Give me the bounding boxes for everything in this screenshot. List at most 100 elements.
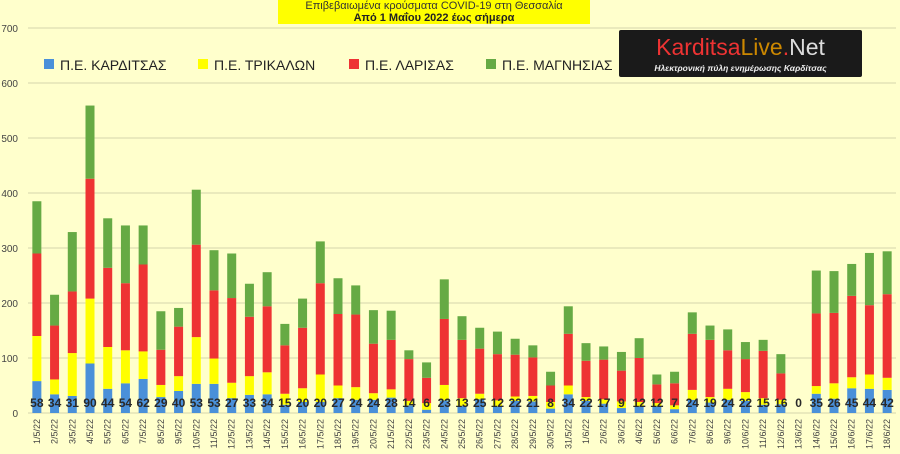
bar-trikala bbox=[67, 353, 77, 396]
x-tick-label: 9/6/22 bbox=[723, 419, 733, 444]
bar-magnisia bbox=[227, 253, 237, 299]
logo-wordmark: KarditsaLive.Net bbox=[619, 33, 862, 61]
bar-karditsa bbox=[422, 409, 432, 413]
bar-magnisia bbox=[103, 218, 113, 268]
bar-trikala bbox=[368, 393, 378, 400]
bar-larisa bbox=[191, 244, 201, 338]
legend-label-larisa: Π.Ε. ΛΑΡΙΣΑΣ bbox=[365, 57, 454, 73]
bar-karditsa bbox=[847, 388, 857, 413]
data-labels: 58 34 31 90 44 54 62 29 40 53 53 27 33 34 15 20 20 27 24 24… bbox=[30, 396, 894, 410]
bar-magnisia bbox=[634, 338, 644, 358]
bar-karditsa bbox=[528, 401, 538, 413]
bar-trikala bbox=[85, 298, 95, 364]
x-tick-label: 8/6/22 bbox=[705, 419, 715, 444]
x-tick-label: 22/5/22 bbox=[404, 419, 414, 449]
data-label-karditsa: 17 bbox=[597, 396, 611, 410]
bar-larisa bbox=[262, 306, 272, 373]
legend-label-karditsa: Π.Ε. ΚΑΡΔΙΤΣΑΣ bbox=[60, 57, 167, 73]
bar-magnisia bbox=[652, 374, 662, 385]
bar-magnisia bbox=[386, 310, 396, 340]
bar-karditsa bbox=[492, 406, 502, 413]
bar-trikala bbox=[315, 374, 325, 402]
x-tick-label: 25/5/22 bbox=[457, 419, 467, 449]
bar-karditsa bbox=[776, 404, 786, 413]
x-tick-label: 13/6/22 bbox=[794, 419, 804, 449]
data-label-karditsa: 45 bbox=[845, 396, 859, 410]
bar-trikala bbox=[740, 392, 750, 401]
x-tick-label: 1/5/22 bbox=[32, 419, 42, 444]
bar-magnisia bbox=[457, 316, 467, 340]
bar-magnisia bbox=[333, 278, 343, 314]
bar-trikala bbox=[811, 386, 821, 394]
x-tick-label: 13/5/22 bbox=[244, 419, 254, 449]
data-label-karditsa: 24 bbox=[349, 396, 363, 410]
data-label-karditsa: 16 bbox=[774, 396, 788, 410]
bar-trikala bbox=[829, 383, 839, 399]
bar-larisa bbox=[581, 360, 591, 398]
x-tick-label: 21/5/22 bbox=[386, 419, 396, 449]
bar-trikala bbox=[510, 396, 520, 401]
bar-karditsa bbox=[262, 394, 272, 413]
bar-larisa bbox=[244, 316, 254, 377]
x-tick-label: 19/5/22 bbox=[351, 419, 361, 449]
bar-karditsa bbox=[811, 393, 821, 413]
data-label-karditsa: 15 bbox=[756, 396, 770, 410]
data-label-karditsa: 58 bbox=[30, 396, 44, 410]
gridlines bbox=[28, 27, 896, 414]
x-tick-label: 16/6/22 bbox=[847, 419, 857, 449]
bar-karditsa bbox=[32, 381, 42, 413]
karditsalive-logo: KarditsaLive.Net Ηλεκτρονική πύλη ενημέρ… bbox=[619, 30, 862, 77]
bar-trikala bbox=[758, 398, 768, 405]
legend-swatch-trikala bbox=[198, 59, 208, 69]
bar-larisa bbox=[315, 283, 325, 375]
bar-larisa bbox=[882, 294, 892, 378]
data-label-karditsa: 22 bbox=[508, 396, 522, 410]
bar-larisa bbox=[404, 359, 414, 401]
x-tick-label: 4/5/22 bbox=[85, 419, 95, 444]
bar-karditsa bbox=[368, 399, 378, 413]
x-tick-label: 8/5/22 bbox=[156, 419, 166, 444]
bar-larisa bbox=[740, 359, 750, 393]
bar-trikala bbox=[191, 337, 201, 384]
data-label-karditsa: 15 bbox=[278, 396, 292, 410]
data-label-karditsa: 22 bbox=[579, 396, 593, 410]
data-label-karditsa: 26 bbox=[827, 396, 841, 410]
bar-karditsa bbox=[634, 406, 644, 413]
bar-karditsa bbox=[85, 363, 95, 413]
y-tick-label: 700 bbox=[1, 24, 18, 35]
bar-larisa bbox=[634, 358, 644, 402]
bar-larisa bbox=[829, 312, 839, 384]
bar-karditsa bbox=[882, 389, 892, 413]
x-tick-label: 10/5/22 bbox=[191, 419, 201, 449]
bar-magnisia bbox=[85, 105, 95, 179]
data-label-karditsa: 9 bbox=[618, 396, 625, 410]
bar-larisa bbox=[386, 339, 396, 390]
data-label-karditsa: 24 bbox=[721, 396, 735, 410]
bar-trikala bbox=[864, 374, 874, 389]
x-tick-label: 2/6/22 bbox=[599, 419, 609, 444]
bar-larisa bbox=[776, 373, 786, 400]
data-label-karditsa: 7 bbox=[671, 396, 678, 410]
bar-magnisia bbox=[829, 271, 839, 313]
bar-larisa bbox=[811, 313, 821, 387]
bar-karditsa bbox=[50, 394, 60, 413]
x-tick-label: 11/6/22 bbox=[758, 419, 768, 448]
bar-trikala bbox=[457, 398, 467, 406]
bar-karditsa bbox=[652, 406, 662, 413]
x-tick-label: 11/5/22 bbox=[209, 419, 219, 448]
x-tick-label: 30/5/22 bbox=[546, 419, 556, 449]
bar-trikala bbox=[156, 384, 166, 398]
data-label-karditsa: 0 bbox=[795, 396, 802, 410]
data-label-karditsa: 31 bbox=[66, 396, 80, 410]
data-label-karditsa: 27 bbox=[225, 396, 239, 410]
bar-larisa bbox=[351, 314, 361, 388]
y-tick-label: 100 bbox=[1, 354, 18, 365]
bar-magnisia bbox=[811, 270, 821, 314]
bar-magnisia bbox=[847, 263, 857, 296]
logo-part-2: Live bbox=[740, 34, 783, 60]
bar-karditsa bbox=[864, 388, 874, 413]
x-tick-label: 16/5/22 bbox=[298, 419, 308, 449]
bar-trikala bbox=[670, 405, 680, 410]
y-tick-label: 300 bbox=[1, 244, 18, 255]
bar-larisa bbox=[227, 298, 237, 383]
